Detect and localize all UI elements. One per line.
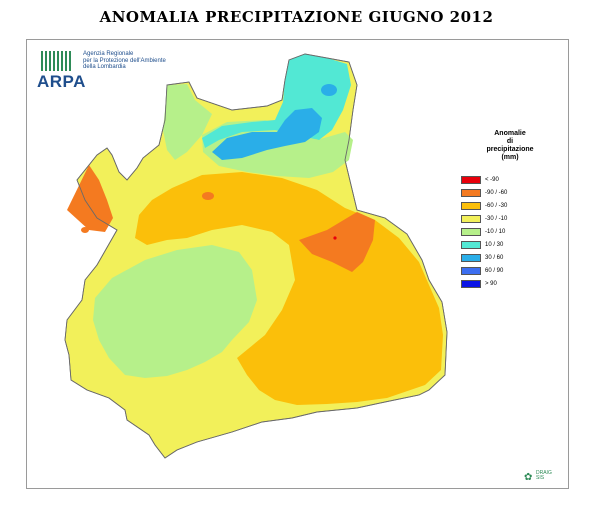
legend-swatch [461, 241, 481, 249]
legend-swatch [461, 228, 481, 236]
logo-bars-icon [41, 51, 75, 71]
anomaly-zone-10-10 [93, 245, 257, 378]
legend-swatch [461, 176, 481, 184]
legend-item: -60 / -30 [461, 200, 565, 212]
legend-label: -90 / -60 [485, 190, 508, 196]
legend-title: Anomalie di precipitazione (mm) [455, 130, 565, 162]
legend-label: -60 / -30 [485, 203, 508, 209]
legend-label: -10 / 10 [485, 229, 506, 235]
credit-logo: ✿ DRAIG SIS [524, 470, 554, 486]
region-boundary [64, 53, 448, 459]
legend-label: 10 / 30 [485, 242, 504, 248]
legend-label: 60 / 90 [485, 268, 504, 274]
map-title: ANOMALIA PRECIPITAZIONE GIUGNO 2012 [99, 8, 494, 26]
legend-label: < -90 [485, 177, 499, 183]
legend: Anomalie di precipitazione (mm) < -90 -9… [455, 130, 565, 291]
logo-description: Agenzia Regionale per la Protezione dell… [83, 51, 166, 71]
legend-swatch [461, 215, 481, 223]
credit-text: DRAIG SIS [536, 471, 552, 481]
anomaly-spot-lt-90 [333, 236, 337, 240]
anomaly-zone-10-10-arc [202, 120, 353, 178]
credit-line-1: DRAIG [536, 470, 552, 476]
legend-title-line-2: di [506, 138, 514, 145]
logo-line-2: per la Protezione dell'Ambiente [83, 57, 166, 64]
legend-item: -90 / -60 [461, 187, 565, 199]
leaf-icon: ✿ [524, 472, 533, 483]
legend-swatch [461, 267, 481, 275]
legend-item: 10 / 30 [461, 239, 565, 251]
logo-line-3: della Lombardia [83, 64, 126, 70]
legend-item: -30 / -10 [461, 213, 565, 225]
legend-swatch [461, 280, 481, 288]
map-frame: ARPA Agenzia Regionale per la Protezione… [26, 39, 569, 489]
legend-title-line-4: (mm) [501, 154, 519, 161]
legend-label: -30 / -10 [485, 216, 508, 222]
legend-swatch [461, 254, 481, 262]
legend-swatch [461, 202, 481, 210]
arpa-logo: ARPA Agenzia Regionale per la Protezione… [35, 48, 175, 91]
legend-item: > 90 [461, 278, 565, 290]
anomaly-spot-30-60 [321, 84, 337, 96]
anomaly-zone-90-60-west [67, 165, 113, 232]
anomaly-zone-10-10-north [163, 84, 212, 160]
legend-title-line-1: Anomalie [494, 130, 526, 137]
anomaly-zone-30-60 [212, 108, 322, 160]
legend-item: 60 / 90 [461, 265, 565, 277]
legend-item: < -90 [461, 174, 565, 186]
legend-label: > 90 [485, 281, 497, 287]
legend-item: 30 / 60 [461, 252, 565, 264]
logo-name: ARPA [37, 72, 86, 91]
legend-item: -10 / 10 [461, 226, 565, 238]
logo-line-1: Agenzia Regionale [83, 51, 134, 57]
credit-line-2: SIS [536, 475, 545, 481]
anomaly-spot-90-60-center [202, 192, 214, 200]
legend-swatch [461, 189, 481, 197]
legend-items: < -90 -90 / -60 -60 / -30 -30 / -10 -10 … [461, 174, 565, 290]
legend-label: 30 / 60 [485, 255, 504, 261]
precipitation-map [64, 53, 448, 459]
anomaly-zone-90-60-east [299, 212, 375, 272]
legend-title-line-3: precipitazione [486, 146, 534, 153]
anomaly-spot-90-60-west [81, 227, 89, 233]
